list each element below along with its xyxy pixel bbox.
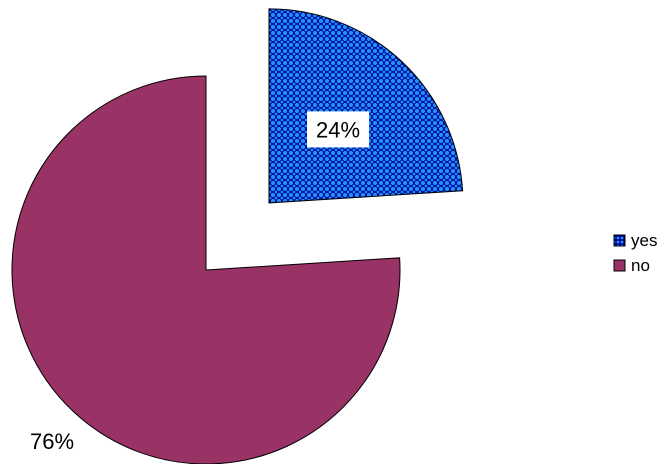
- svg-text:24%: 24%: [316, 117, 360, 142]
- data-label-background: [307, 111, 370, 148]
- legend-swatch-no: [613, 259, 626, 272]
- legend-label-yes: yes: [631, 231, 657, 250]
- pie-slice-yes: [268, 8, 464, 204]
- pie-slices: [11, 8, 464, 465]
- pie-data-labels: 24% 76%: [30, 111, 370, 454]
- pie-slice-no: [11, 75, 401, 465]
- legend-item-yes: yes: [613, 231, 657, 250]
- svg-text:76%: 76%: [30, 429, 74, 454]
- legend-label-no: no: [631, 256, 650, 275]
- data-label-yes: 24%: [307, 111, 370, 148]
- data-label-no: 76%: [30, 429, 74, 454]
- chart-legend: yes no: [613, 231, 657, 275]
- legend-item-no: no: [613, 256, 650, 275]
- legend-swatch-yes: [613, 234, 626, 247]
